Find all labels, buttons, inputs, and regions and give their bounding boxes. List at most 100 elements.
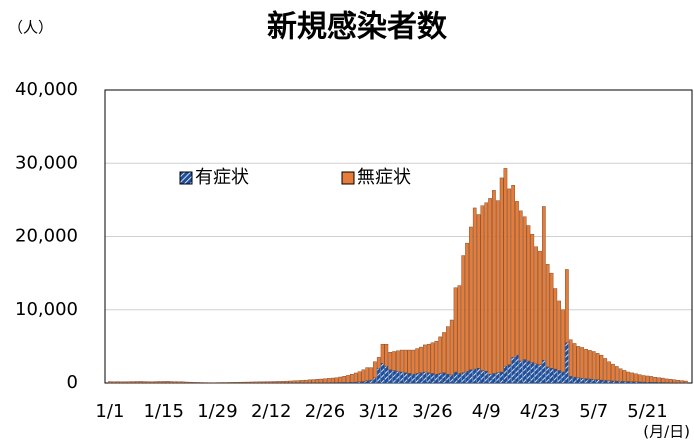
bar-segment	[469, 369, 473, 384]
bar-segment	[407, 349, 412, 374]
bar-segment	[161, 381, 166, 384]
bar-segment	[584, 378, 588, 384]
bar-segment	[392, 351, 396, 371]
x-tick-label: 3/12	[359, 401, 399, 422]
bar-segment	[238, 381, 243, 384]
bar-segment	[342, 375, 346, 383]
bar-segment	[415, 348, 419, 374]
bar-segment	[499, 177, 504, 373]
bar-segment	[607, 380, 611, 384]
bar-segment	[549, 368, 554, 384]
bar-segment	[499, 371, 504, 384]
bar-segment	[246, 381, 250, 384]
bar-segment	[250, 381, 254, 384]
bar-segment	[611, 380, 615, 384]
bar-segment	[545, 366, 550, 384]
bar-segment	[261, 381, 266, 384]
bar-segment	[346, 375, 350, 383]
bar-segment	[373, 361, 377, 379]
bar-segment	[522, 359, 527, 384]
bar-segment	[369, 367, 373, 381]
bar-segment	[557, 370, 562, 384]
bar-segment	[300, 380, 304, 383]
bar-segment	[292, 380, 297, 384]
bar-segment	[649, 376, 654, 383]
bar-segment	[384, 343, 389, 367]
bar-segment	[488, 198, 492, 375]
bar-segment	[127, 381, 131, 384]
bar-segment	[273, 381, 277, 384]
bar-segment	[384, 365, 389, 384]
legend-swatch	[341, 171, 355, 185]
bar-segment	[568, 376, 573, 384]
bar-segment	[472, 368, 477, 384]
bar-segment	[119, 381, 124, 384]
bar-segment	[115, 381, 120, 384]
bar-segment	[434, 341, 439, 375]
bar-segment	[361, 369, 366, 382]
x-tick-label: 4/23	[520, 401, 560, 422]
bar-segment	[284, 380, 289, 384]
bar-segment	[307, 379, 312, 383]
bar-segment	[534, 363, 538, 384]
x-tick-label: 3/26	[412, 401, 452, 422]
bar-segment	[446, 326, 450, 375]
bar-segment	[591, 379, 596, 384]
bar-segment	[672, 379, 677, 383]
bar-segment	[553, 288, 558, 370]
bar-segment	[323, 378, 327, 383]
bar-segment	[296, 380, 300, 383]
bar-segment	[614, 380, 619, 384]
bar-segment	[434, 374, 439, 384]
bar-segment	[430, 373, 435, 384]
bar-segment	[538, 250, 542, 365]
bar-segment	[131, 381, 135, 384]
y-tick-label: 0	[67, 372, 78, 393]
bar-segment	[181, 381, 185, 384]
bar-segment	[419, 372, 423, 384]
bar-segment	[576, 346, 581, 379]
bar-segment	[484, 371, 489, 384]
bar-segment	[442, 372, 446, 384]
bar-segment	[461, 255, 466, 373]
bar-segment	[138, 381, 143, 384]
bar-segment	[461, 372, 466, 384]
y-tick-label: 40,000	[15, 79, 78, 100]
bar-segment	[265, 381, 270, 384]
y-tick-label: 30,000	[15, 152, 78, 173]
bar-segment	[399, 349, 404, 373]
bar-segment	[572, 376, 577, 384]
bar-segment	[449, 374, 454, 384]
bar-segment	[480, 205, 485, 371]
bar-segment	[518, 360, 523, 384]
bar-segment	[438, 373, 442, 384]
bar-segment	[545, 264, 550, 368]
bar-segment	[480, 370, 485, 384]
bar-segment	[257, 381, 262, 384]
x-tick-label: 1/29	[197, 401, 237, 422]
bar-segment	[626, 381, 631, 384]
bar-segment	[542, 360, 546, 384]
bar-segment	[684, 380, 688, 384]
bar-segment	[488, 374, 492, 384]
bar-segment	[415, 373, 419, 384]
bar-segment	[622, 381, 627, 384]
bar-segment	[169, 381, 174, 384]
bar-segment	[426, 343, 431, 373]
bar-segment	[664, 378, 669, 383]
bar-segment	[453, 287, 458, 373]
bar-segment	[388, 352, 393, 371]
bar-segment	[230, 382, 235, 384]
bar-segment	[476, 214, 481, 369]
bar-segment	[518, 210, 523, 362]
bar-segment	[580, 347, 585, 379]
bar-segment	[549, 272, 554, 369]
bar-segment	[584, 349, 588, 379]
bar-segment	[338, 376, 343, 383]
bar-segment	[534, 246, 538, 365]
bar-segment	[457, 285, 462, 374]
bar-segment	[530, 234, 535, 363]
bar-segment	[407, 373, 412, 384]
bar-segment	[365, 380, 370, 384]
